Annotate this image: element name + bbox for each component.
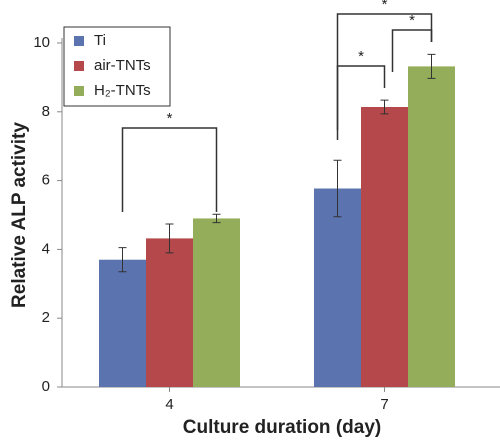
error-bar xyxy=(165,223,174,254)
error-bar xyxy=(118,247,127,273)
error-bar xyxy=(380,99,389,115)
x-axis-title: Culture duration (day) xyxy=(183,417,381,438)
error-bar xyxy=(333,159,342,218)
legend-label: air-TNTs xyxy=(94,57,151,74)
bar xyxy=(361,106,408,387)
bar xyxy=(99,259,146,387)
y-tick-label: 4 xyxy=(42,240,50,257)
legend-swatch xyxy=(74,61,84,71)
significance-label: * xyxy=(167,110,173,127)
y-tick-label: 2 xyxy=(42,309,50,326)
y-tick-label: 8 xyxy=(42,103,50,120)
legend-swatch xyxy=(74,36,84,46)
legend-swatch xyxy=(74,86,84,96)
significance-label: * xyxy=(409,12,415,29)
significance-bracket xyxy=(336,65,386,130)
significance-label: * xyxy=(358,48,364,65)
bar xyxy=(146,238,193,387)
significance-bracket xyxy=(391,29,433,72)
y-tick-label: 10 xyxy=(33,34,50,51)
bar xyxy=(193,218,240,387)
error-bar xyxy=(212,213,221,224)
y-tick-label: 6 xyxy=(42,172,50,189)
bar xyxy=(408,66,455,387)
x-tick-label: 4 xyxy=(165,396,173,413)
error-bar xyxy=(427,53,436,79)
x-tick-label: 7 xyxy=(380,396,388,413)
legend-label: H₂-TNTs xyxy=(94,82,151,99)
y-tick-label: 0 xyxy=(42,378,50,395)
significance-label: * xyxy=(382,0,388,13)
y-axis-title: Relative ALP activity xyxy=(9,122,30,308)
significance-bracket xyxy=(121,127,218,212)
legend-label: Ti xyxy=(94,32,106,49)
bar xyxy=(314,188,361,387)
